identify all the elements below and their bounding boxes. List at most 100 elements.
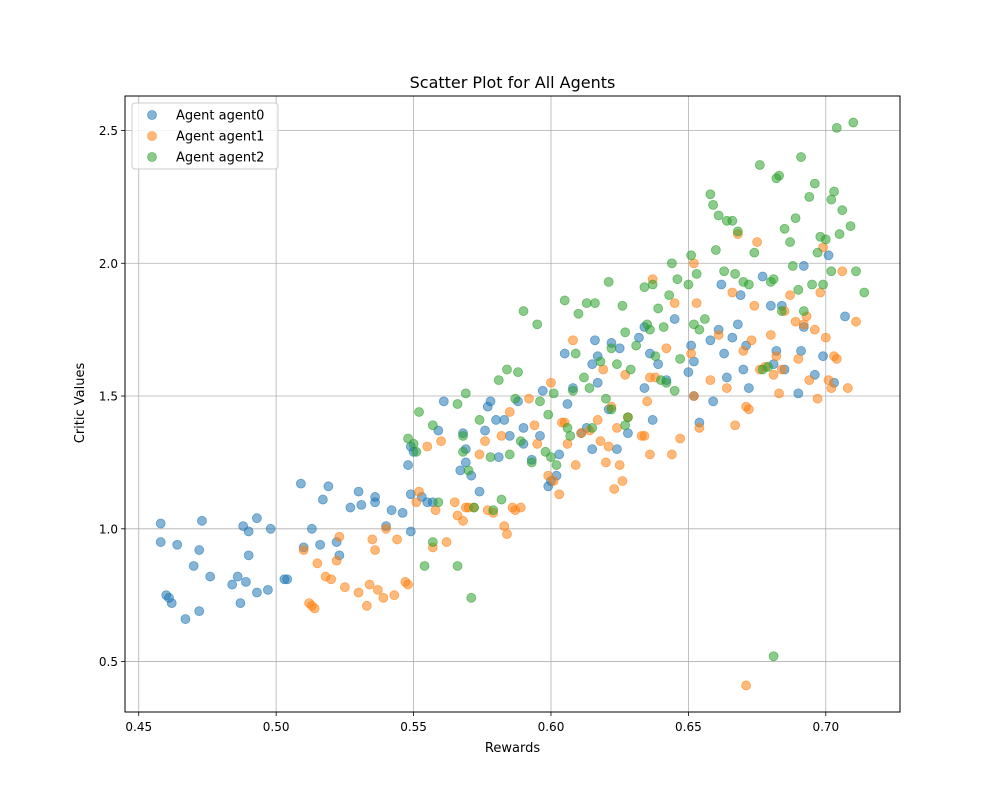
data-point [601, 393, 611, 404]
data-point [345, 502, 356, 513]
data-point [518, 422, 529, 433]
data-point [683, 279, 694, 290]
data-point [823, 250, 834, 261]
data-point [614, 460, 625, 470]
data-point [194, 606, 205, 617]
data-point [295, 478, 306, 489]
data-point [469, 502, 479, 513]
data-point [414, 486, 424, 497]
y-tick-label: 1.5 [99, 390, 118, 404]
x-tick-label: 0.50 [263, 720, 290, 734]
data-point [840, 311, 850, 322]
data-point [834, 229, 845, 239]
data-point [565, 430, 576, 441]
data-point [480, 425, 490, 436]
data-point [719, 348, 730, 359]
x-tick-label: 0.60 [538, 720, 565, 734]
data-point [612, 444, 622, 455]
data-point [625, 364, 636, 375]
legend-marker [147, 131, 157, 141]
data-point [768, 274, 779, 285]
data-point [669, 314, 680, 324]
data-point [326, 574, 337, 585]
data-point [842, 383, 853, 393]
data-point [787, 261, 798, 271]
data-point [551, 460, 562, 470]
data-point [601, 457, 611, 468]
data-point [779, 223, 790, 234]
data-point [617, 476, 628, 486]
data-point [422, 441, 433, 452]
data-point [323, 481, 334, 492]
data-point [455, 465, 466, 476]
data-point [458, 515, 468, 526]
data-point [592, 377, 603, 388]
data-point [535, 396, 545, 407]
data-point [694, 324, 705, 335]
data-point [785, 237, 795, 247]
data-point [356, 499, 367, 510]
data-point [691, 268, 702, 279]
data-point [793, 388, 804, 399]
data-point [581, 298, 592, 309]
data-point [367, 534, 378, 545]
data-point [688, 391, 699, 401]
data-point [612, 422, 622, 433]
data-point [623, 412, 633, 423]
data-point [639, 383, 650, 393]
legend-marker [147, 110, 157, 120]
data-point [798, 261, 809, 271]
data-point [331, 555, 342, 566]
data-point [818, 351, 828, 362]
data-point [458, 430, 468, 441]
data-point [732, 226, 743, 237]
data-point [466, 592, 477, 603]
data-point [686, 348, 697, 359]
data-point [579, 372, 589, 383]
data-point [669, 385, 680, 396]
data-point [771, 351, 782, 362]
data-point [639, 430, 650, 441]
data-point [405, 489, 416, 500]
data-point [716, 279, 727, 290]
data-point [485, 452, 496, 463]
data-point [433, 497, 444, 508]
data-point [658, 322, 669, 332]
data-point [463, 465, 474, 476]
data-point [474, 486, 485, 497]
data-point [645, 449, 655, 460]
data-point [699, 314, 710, 324]
data-point [513, 367, 523, 378]
data-point [529, 420, 540, 431]
data-point [738, 364, 749, 375]
data-point [570, 348, 581, 359]
data-point [727, 215, 738, 226]
data-point [584, 383, 595, 393]
data-point [653, 303, 664, 314]
data-point [650, 351, 661, 362]
data-point [309, 603, 320, 614]
data-point [485, 396, 496, 407]
data-point [502, 529, 512, 540]
data-point [243, 550, 254, 561]
data-point [785, 290, 795, 301]
data-point [474, 415, 485, 425]
data-point [205, 571, 216, 582]
data-point [768, 651, 779, 662]
data-point [776, 306, 787, 316]
y-tick-label: 0.5 [99, 655, 118, 669]
data-point [441, 537, 452, 547]
data-point [548, 476, 559, 486]
data-point [694, 422, 705, 433]
data-point [705, 189, 716, 200]
data-point [727, 287, 738, 298]
data-point [232, 571, 243, 582]
data-point [370, 545, 380, 555]
data-point [510, 393, 521, 404]
data-point [488, 505, 499, 516]
data-point [518, 306, 529, 316]
data-point [645, 324, 655, 335]
data-point [334, 531, 345, 542]
data-point [749, 300, 760, 311]
data-point [595, 436, 606, 447]
